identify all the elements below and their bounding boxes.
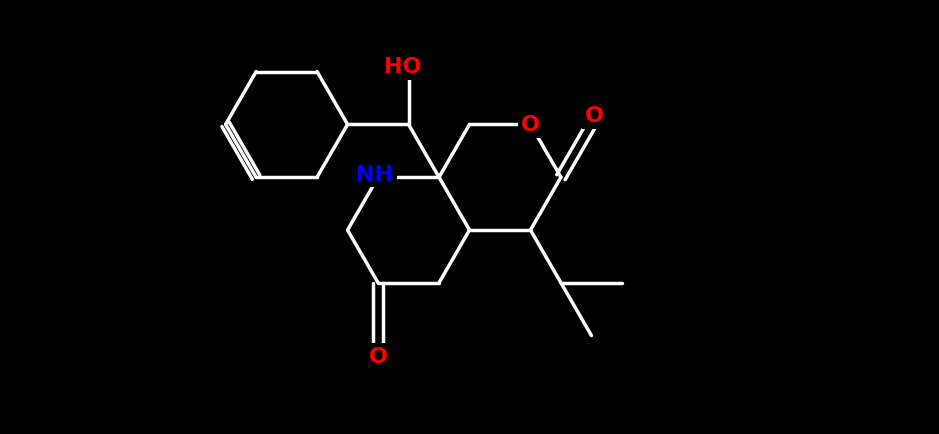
Text: NH: NH	[357, 165, 393, 185]
Text: O: O	[521, 115, 540, 135]
Text: HO: HO	[384, 57, 422, 77]
Text: O: O	[585, 106, 604, 126]
Text: O: O	[368, 346, 388, 366]
